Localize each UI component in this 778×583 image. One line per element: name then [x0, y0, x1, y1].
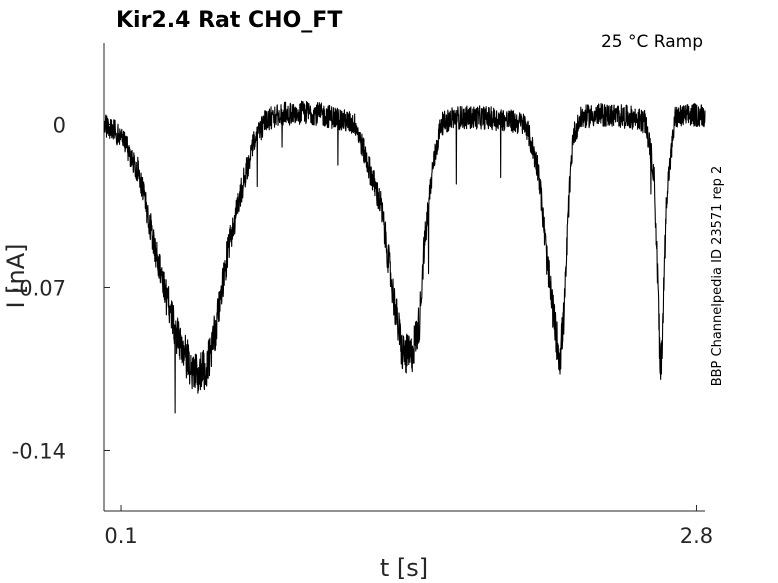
current-trace-group: [103, 100, 706, 414]
axis-ticks: 0.1 2.8 0 -0.07 -0.14: [12, 113, 714, 548]
x-axis-label: t [s]: [380, 554, 428, 582]
condition-annotation: 25 °C Ramp: [601, 32, 703, 52]
plot-area: 0.1 2.8 0 -0.07 -0.14: [12, 43, 714, 548]
x-tick-label: 2.8: [680, 524, 713, 548]
current-trace: [103, 100, 706, 414]
y-tick-label: -0.14: [12, 439, 66, 463]
y-axis-label: I [nA]: [2, 243, 30, 308]
y-tick-label: 0: [53, 113, 66, 137]
y-tick-label: -0.07: [12, 276, 66, 300]
chart-title: Kir2.4 Rat CHO_FT: [116, 8, 342, 33]
x-tick-label: 0.1: [104, 524, 137, 548]
source-id-label: BBP Channelpedia ID 23571 rep 2: [710, 166, 725, 387]
